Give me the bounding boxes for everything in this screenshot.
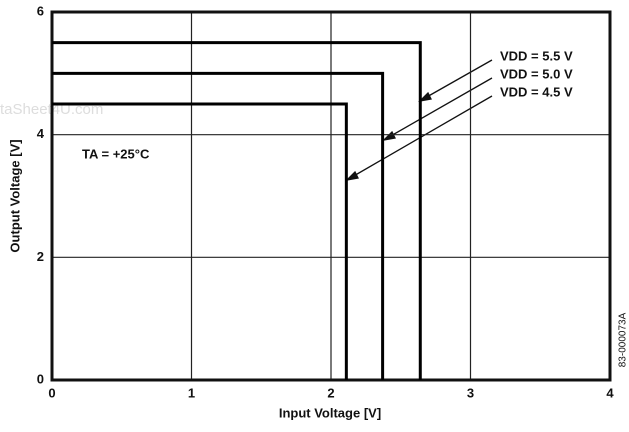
arrowhead (382, 130, 396, 142)
arrowhead (418, 91, 432, 103)
series-line (52, 71, 385, 380)
plot-frame (50, 10, 612, 382)
arrow (424, 59, 493, 99)
x-tick-label: 0 (48, 385, 55, 400)
x-tick-label: 1 (188, 385, 195, 400)
x-tick-label: 4 (606, 385, 614, 400)
series-line (52, 41, 422, 380)
arrows (345, 59, 493, 182)
series-label: VDD = 4.5 V (500, 84, 573, 99)
x-tick-label: 3 (467, 385, 474, 400)
arrow (351, 95, 493, 178)
arrow (388, 77, 493, 138)
x-axis-label: Input Voltage [V] (279, 405, 381, 420)
x-tick-label: 2 (327, 385, 334, 400)
y-tick-label: 4 (37, 126, 45, 141)
y-tick-label: 0 (37, 371, 44, 386)
series-label: VDD = 5.0 V (500, 66, 573, 81)
series-label: VDD = 5.5 V (500, 48, 573, 63)
y-tick-label: 6 (37, 3, 44, 18)
y-tick-label: 2 (37, 249, 44, 264)
series-line (52, 102, 348, 380)
figure-code: 83-000073A (618, 312, 629, 367)
arrowhead (345, 170, 359, 182)
y-axis-label: Output Voltage [V] (7, 139, 22, 252)
temperature-note: TA = +25°C (82, 146, 150, 161)
